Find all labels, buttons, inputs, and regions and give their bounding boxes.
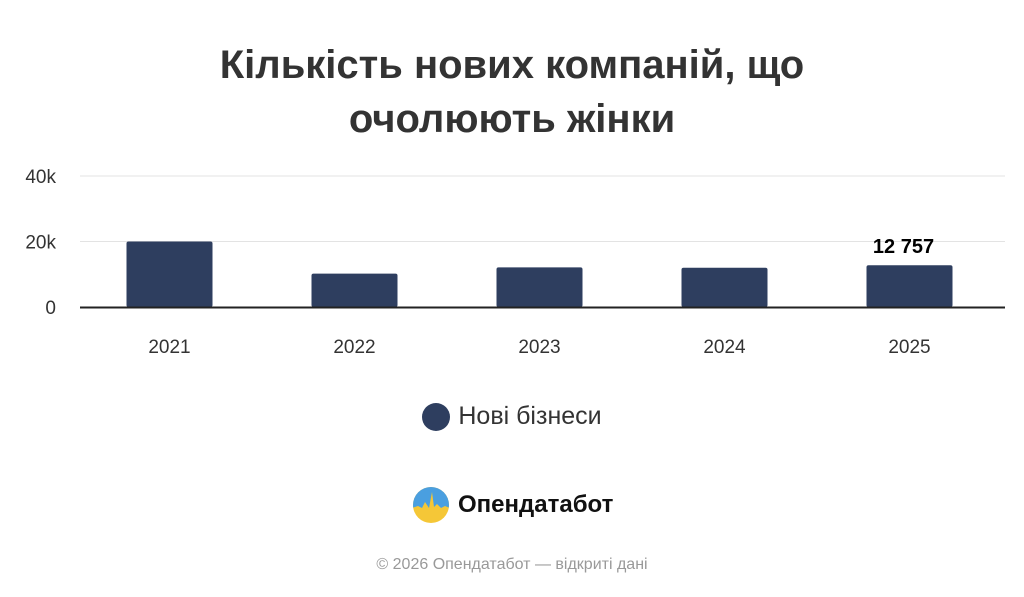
x-tick-label: 2022 [333,337,375,358]
bar-2022 [311,273,398,307]
y-tick-label: 0 [45,298,56,319]
chart-title: Кількість нових компаній, що очолюють жі… [0,38,1024,146]
bar-chart: 0 20k 40k 2021 2022 2023 2024 2025 12 757 [25,167,1005,358]
chart-title-line: Кількість нових компаній, що [219,43,805,87]
y-tick-label: 20k [25,233,56,254]
data-label: 12 757 [873,236,934,258]
bar-2023 [496,267,583,307]
brand-logo: Опендатабот [412,486,613,524]
copyright-text: © 2026 Опендатабот — відкриті дані [376,556,648,573]
legend[interactable]: Нові бізнеси [0,402,1024,431]
chart-title-line: очолюють жінки [348,97,676,141]
opendatabot-logo-icon [413,487,449,523]
bar-2021 [126,241,213,307]
legend-marker [422,402,451,431]
legend-label: Нові бізнеси [458,402,602,430]
x-tick-label: 2023 [518,337,560,358]
brand-name: Опендатабот [458,491,614,518]
x-tick-label: 2024 [703,337,746,358]
x-tick-label: 2025 [888,337,930,358]
y-tick-label: 40k [25,167,56,188]
x-tick-label: 2021 [148,337,190,358]
bar-2025 [866,265,953,307]
bar-2024 [681,267,768,307]
